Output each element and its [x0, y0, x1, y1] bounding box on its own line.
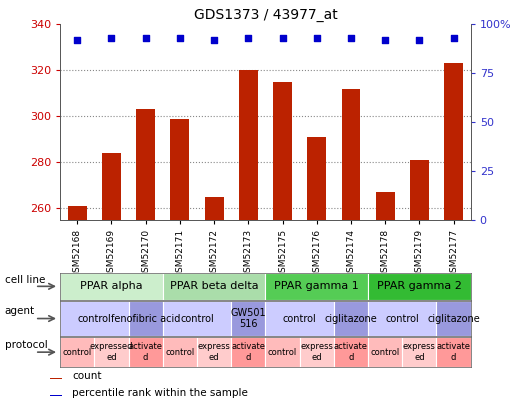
Bar — [50, 395, 62, 396]
Bar — [231, 301, 266, 336]
Text: express
ed: express ed — [403, 343, 436, 362]
Bar — [163, 337, 197, 367]
Text: activate
d: activate d — [129, 343, 163, 362]
Bar — [231, 337, 266, 367]
Point — [210, 37, 218, 43]
Text: ciglitazone: ciglitazone — [325, 313, 377, 324]
Text: count: count — [72, 371, 102, 381]
Bar — [239, 70, 258, 220]
Point — [449, 35, 458, 41]
Text: activate
d: activate d — [437, 343, 471, 362]
Bar — [170, 119, 189, 220]
Text: PPAR gamma 1: PPAR gamma 1 — [275, 281, 359, 291]
Bar — [308, 137, 326, 220]
Point — [278, 35, 287, 41]
Bar — [334, 301, 368, 336]
Text: GW501
516: GW501 516 — [231, 308, 266, 329]
Text: fenofibric acid: fenofibric acid — [111, 313, 180, 324]
Text: control: control — [268, 347, 297, 357]
Text: PPAR beta delta: PPAR beta delta — [170, 281, 258, 291]
Bar — [68, 206, 87, 220]
Text: control: control — [370, 347, 400, 357]
Text: ciglitazone: ciglitazone — [427, 313, 480, 324]
Text: express
ed: express ed — [198, 343, 231, 362]
Point — [142, 35, 150, 41]
Text: control: control — [180, 313, 214, 324]
Bar — [60, 301, 129, 336]
Bar — [266, 337, 300, 367]
Bar — [60, 337, 94, 367]
Point — [313, 35, 321, 41]
Bar — [300, 337, 334, 367]
Bar — [197, 337, 231, 367]
Bar — [94, 337, 129, 367]
Bar — [129, 301, 163, 336]
Bar — [410, 160, 429, 220]
Bar — [60, 273, 163, 300]
Text: cell line: cell line — [5, 275, 45, 285]
Point — [176, 35, 184, 41]
Bar — [444, 64, 463, 220]
Bar — [402, 337, 437, 367]
Point — [415, 37, 424, 43]
Text: PPAR alpha: PPAR alpha — [80, 281, 143, 291]
Text: control: control — [63, 347, 92, 357]
Bar — [368, 301, 437, 336]
Point — [107, 35, 116, 41]
Point — [347, 35, 355, 41]
Text: control: control — [385, 313, 419, 324]
Point — [244, 35, 253, 41]
Bar — [273, 82, 292, 220]
Text: activate
d: activate d — [231, 343, 265, 362]
Bar — [204, 197, 223, 220]
Text: control: control — [165, 347, 195, 357]
Bar — [50, 378, 62, 379]
Text: control: control — [77, 313, 111, 324]
Bar — [342, 89, 360, 220]
Point — [73, 37, 82, 43]
Point — [381, 37, 389, 43]
Text: agent: agent — [5, 306, 35, 316]
Bar — [437, 337, 471, 367]
Text: PPAR gamma 2: PPAR gamma 2 — [377, 281, 462, 291]
Text: expressed
ed: expressed ed — [90, 343, 133, 362]
Bar — [368, 337, 402, 367]
Bar — [137, 109, 155, 220]
Title: GDS1373 / 43977_at: GDS1373 / 43977_at — [194, 8, 337, 22]
Bar — [334, 337, 368, 367]
Bar — [102, 153, 121, 220]
Text: percentile rank within the sample: percentile rank within the sample — [72, 388, 248, 399]
Text: control: control — [283, 313, 316, 324]
Bar — [129, 337, 163, 367]
Text: protocol: protocol — [5, 341, 48, 350]
Bar — [163, 301, 231, 336]
Bar — [266, 301, 334, 336]
Text: express
ed: express ed — [300, 343, 333, 362]
Bar — [368, 273, 471, 300]
Bar — [266, 273, 368, 300]
Bar — [376, 192, 394, 220]
Bar — [437, 301, 471, 336]
Text: activate
d: activate d — [334, 343, 368, 362]
Bar — [163, 273, 266, 300]
